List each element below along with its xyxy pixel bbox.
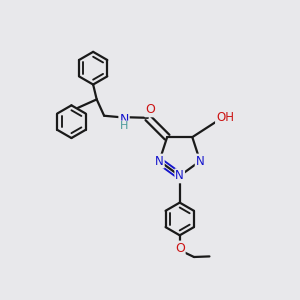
Text: H: H [120, 122, 128, 131]
Text: N: N [175, 169, 184, 182]
Text: O: O [145, 103, 155, 116]
Text: N: N [196, 154, 204, 168]
Text: OH: OH [216, 111, 234, 124]
Text: N: N [155, 154, 164, 168]
Text: O: O [175, 242, 185, 255]
Text: N: N [119, 113, 129, 126]
